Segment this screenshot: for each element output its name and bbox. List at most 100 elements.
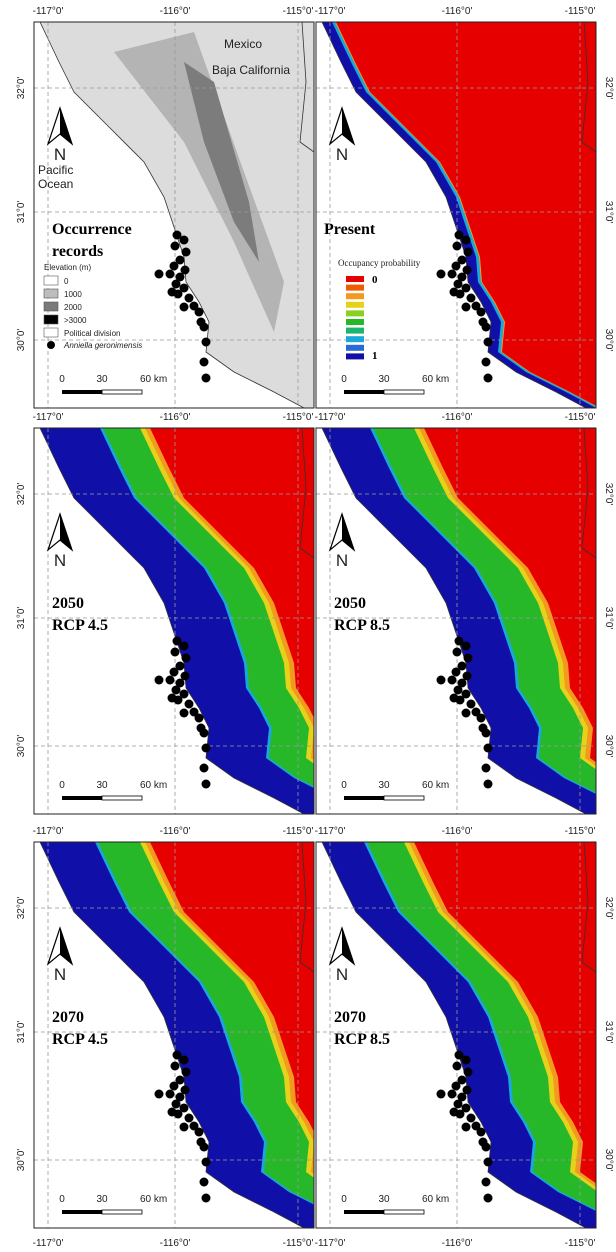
legend-swatch bbox=[346, 302, 364, 308]
lon-label: -116°0' bbox=[442, 412, 473, 423]
scale-label: 60 km bbox=[422, 780, 449, 791]
occurrence-point bbox=[180, 1056, 189, 1065]
panel-title: RCP 8.5 bbox=[334, 617, 390, 634]
occurrence-point bbox=[166, 676, 175, 685]
scale-label: 30 bbox=[378, 1194, 390, 1205]
legend-swatch bbox=[346, 293, 364, 299]
occurrence-point bbox=[155, 270, 164, 279]
panel-title: 2070 bbox=[334, 1009, 366, 1026]
place-label: Mexico bbox=[224, 37, 262, 51]
lon-label: -117°0' bbox=[33, 6, 64, 17]
occurrence-point bbox=[185, 294, 194, 303]
lon-label: -115°0' bbox=[283, 1238, 314, 1249]
occurrence-point bbox=[166, 270, 175, 279]
occurrence-point bbox=[180, 1123, 189, 1132]
scale-bar-black bbox=[344, 796, 384, 800]
scale-bar-black bbox=[62, 390, 102, 394]
occurrence-point bbox=[462, 642, 471, 651]
occurrence-point bbox=[195, 308, 204, 317]
occurrence-point bbox=[484, 1194, 493, 1203]
north-label: N bbox=[54, 551, 66, 570]
lon-label: -116°0' bbox=[160, 412, 191, 423]
lat-label: 32°0' bbox=[16, 77, 27, 100]
lat-label: 32°0' bbox=[603, 897, 614, 920]
occurrence-point bbox=[452, 1082, 461, 1091]
occurrence-point bbox=[200, 729, 209, 738]
lon-label: -116°0' bbox=[442, 6, 473, 17]
north-label: N bbox=[336, 551, 348, 570]
panel-title: RCP 4.5 bbox=[52, 1031, 108, 1048]
lon-label: -116°0' bbox=[160, 826, 191, 837]
scale-bar-white bbox=[384, 390, 424, 394]
occurrence-point bbox=[437, 270, 446, 279]
lat-label: 30°0' bbox=[603, 329, 614, 352]
lat-label: 31°0' bbox=[16, 1021, 27, 1044]
map-figure: -117°0' -116°0' -115°0' -117°0' -116°0' -115°… bbox=[0, 0, 616, 1252]
legend-point bbox=[47, 341, 55, 349]
lat-label: 30°0' bbox=[16, 1149, 27, 1172]
scale-bar-white bbox=[384, 1210, 424, 1214]
lon-label: -115°0' bbox=[565, 826, 596, 837]
scale-label: 0 bbox=[341, 1194, 347, 1205]
lat-label: 31°0' bbox=[603, 1021, 614, 1044]
occurrence-point bbox=[482, 1178, 491, 1187]
occurrence-point bbox=[171, 1062, 180, 1071]
place-label: Ocean bbox=[38, 177, 73, 191]
lon-label: -117°0' bbox=[315, 412, 346, 423]
panel-title: records bbox=[52, 243, 103, 260]
scale-label: 0 bbox=[341, 780, 347, 791]
place-label: Pacific bbox=[38, 163, 73, 177]
panel-title: 2050 bbox=[52, 595, 84, 612]
scale-label: 30 bbox=[96, 780, 108, 791]
occurrence-point bbox=[200, 358, 209, 367]
occurrence-point bbox=[484, 1158, 493, 1167]
legend-swatch bbox=[44, 289, 58, 298]
scale-label: 60 km bbox=[422, 374, 449, 385]
lat-label: 30°0' bbox=[603, 1149, 614, 1172]
legend-swatch bbox=[346, 353, 364, 359]
north-label: N bbox=[336, 965, 348, 984]
occurrence-point bbox=[464, 248, 473, 257]
legend-title: Occupancy probability bbox=[338, 258, 421, 268]
scale-bar-black bbox=[344, 1210, 384, 1214]
occurrence-point bbox=[448, 676, 457, 685]
occurrence-point bbox=[467, 1114, 476, 1123]
occurrence-point bbox=[450, 1108, 459, 1117]
occurrence-point bbox=[202, 1158, 211, 1167]
legend-title: Elevation (m) bbox=[44, 263, 91, 272]
lon-label: -117°0' bbox=[33, 826, 64, 837]
north-label: N bbox=[54, 145, 66, 164]
legend-label: 0 bbox=[64, 277, 69, 286]
occurrence-point bbox=[464, 654, 473, 663]
lat-label: 31°0' bbox=[16, 201, 27, 224]
scale-label: 0 bbox=[59, 780, 65, 791]
legend-min: 0 bbox=[372, 274, 378, 286]
occurrence-point bbox=[202, 1194, 211, 1203]
occurrence-point bbox=[185, 1114, 194, 1123]
occurrence-point bbox=[180, 303, 189, 312]
lon-label: -116°0' bbox=[442, 1238, 473, 1249]
lat-label: 31°0' bbox=[16, 607, 27, 630]
legend-swatch bbox=[44, 315, 58, 324]
legend-swatch bbox=[346, 336, 364, 342]
occurrence-point bbox=[482, 358, 491, 367]
occurrence-point bbox=[172, 280, 181, 289]
legend-swatch bbox=[346, 319, 364, 325]
lon-label: -115°0' bbox=[565, 6, 596, 17]
occurrence-point bbox=[182, 248, 191, 257]
occurrence-point bbox=[482, 1143, 491, 1152]
scale-label: 30 bbox=[378, 780, 390, 791]
occurrence-point bbox=[452, 668, 461, 677]
occurrence-point bbox=[168, 694, 177, 703]
occurrence-point bbox=[185, 700, 194, 709]
occurrence-point bbox=[484, 374, 493, 383]
lat-label: 32°0' bbox=[16, 897, 27, 920]
scale-bar-black bbox=[62, 796, 102, 800]
occurrence-point bbox=[462, 303, 471, 312]
map-panel: 32°0'31°0'30°0'N2050RCP 8.503060 km bbox=[316, 428, 616, 814]
scale-label: 60 km bbox=[140, 374, 167, 385]
occurrence-point bbox=[200, 1143, 209, 1152]
occurrence-point bbox=[437, 1090, 446, 1099]
panel-title: RCP 4.5 bbox=[52, 617, 108, 634]
